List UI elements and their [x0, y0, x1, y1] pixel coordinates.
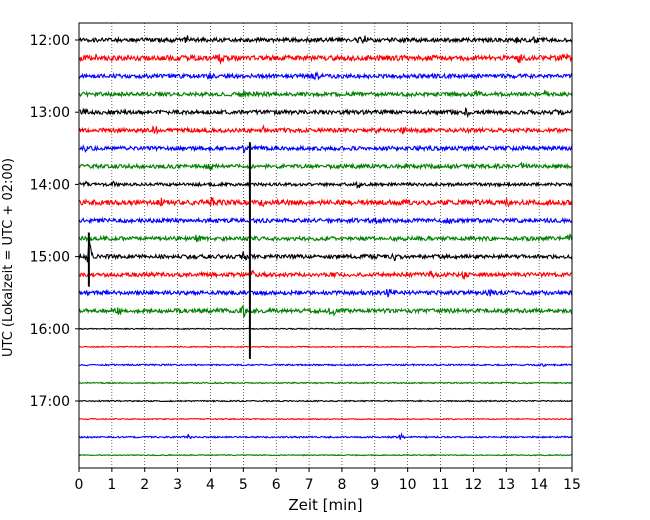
trace-line — [78, 363, 573, 368]
trace-line — [78, 381, 573, 385]
trace-line — [78, 432, 573, 440]
trace-line — [78, 327, 573, 331]
y-tick-label: 17:00 — [30, 394, 70, 410]
y-axis-ticks: 12:00 13:00 14:00 15:00 16:00 17:00 — [30, 33, 79, 410]
x-tick-label: 4 — [206, 477, 215, 493]
trace-line — [78, 453, 573, 457]
x-tick-label: 10 — [399, 477, 417, 493]
event-markers — [87, 142, 251, 359]
y-tick-label: 13:00 — [30, 105, 70, 121]
trace-line — [78, 304, 573, 319]
y-axis-label: UTC (Lokalzeit = UTC + 02:00) — [1, 158, 16, 357]
x-tick-label: 15 — [563, 477, 581, 493]
trace-line — [78, 144, 573, 154]
x-tick-label: 13 — [497, 477, 515, 493]
trace-line — [78, 35, 573, 45]
x-tick-label: 3 — [173, 477, 182, 493]
plot-frame — [78, 22, 573, 469]
trace-line — [78, 161, 573, 171]
trace-line — [78, 70, 573, 81]
y-tick-label: 16:00 — [30, 322, 70, 338]
x-tick-label: 7 — [305, 477, 314, 493]
grid-lines — [111, 23, 540, 468]
x-tick-label: 12 — [464, 477, 482, 493]
x-tick-label: 0 — [75, 477, 84, 493]
trace-line — [78, 53, 573, 66]
x-tick-label: 6 — [272, 477, 281, 493]
x-axis-ticks: 0 1 2 3 4 5 6 7 8 9 10 11 12 13 14 15 — [75, 468, 581, 493]
y-tick-label: 12:00 — [30, 33, 70, 49]
trace-line — [78, 240, 573, 263]
x-axis-label: Zeit [min] — [288, 496, 362, 514]
trace-line — [78, 269, 573, 280]
trace-line — [78, 124, 573, 136]
trace-line — [78, 399, 573, 403]
trace-line — [78, 233, 573, 243]
trace-line — [78, 345, 573, 349]
trace-line — [78, 216, 573, 225]
x-tick-label: 1 — [107, 477, 116, 493]
x-tick-label: 11 — [432, 477, 450, 493]
trace-line — [78, 196, 573, 208]
seismic-traces — [78, 35, 573, 457]
trace-line — [78, 417, 573, 421]
y-tick-label: 14:00 — [30, 177, 70, 193]
x-tick-label: 5 — [239, 477, 248, 493]
trace-line — [78, 106, 573, 119]
x-tick-label: 14 — [530, 477, 548, 493]
trace-line — [78, 288, 573, 298]
trace-line — [79, 180, 573, 190]
y-tick-label: 15:00 — [30, 250, 70, 266]
x-tick-label: 8 — [337, 477, 346, 493]
x-tick-label: 9 — [370, 477, 379, 493]
trace-line — [78, 89, 573, 99]
x-tick-label: 2 — [140, 477, 149, 493]
